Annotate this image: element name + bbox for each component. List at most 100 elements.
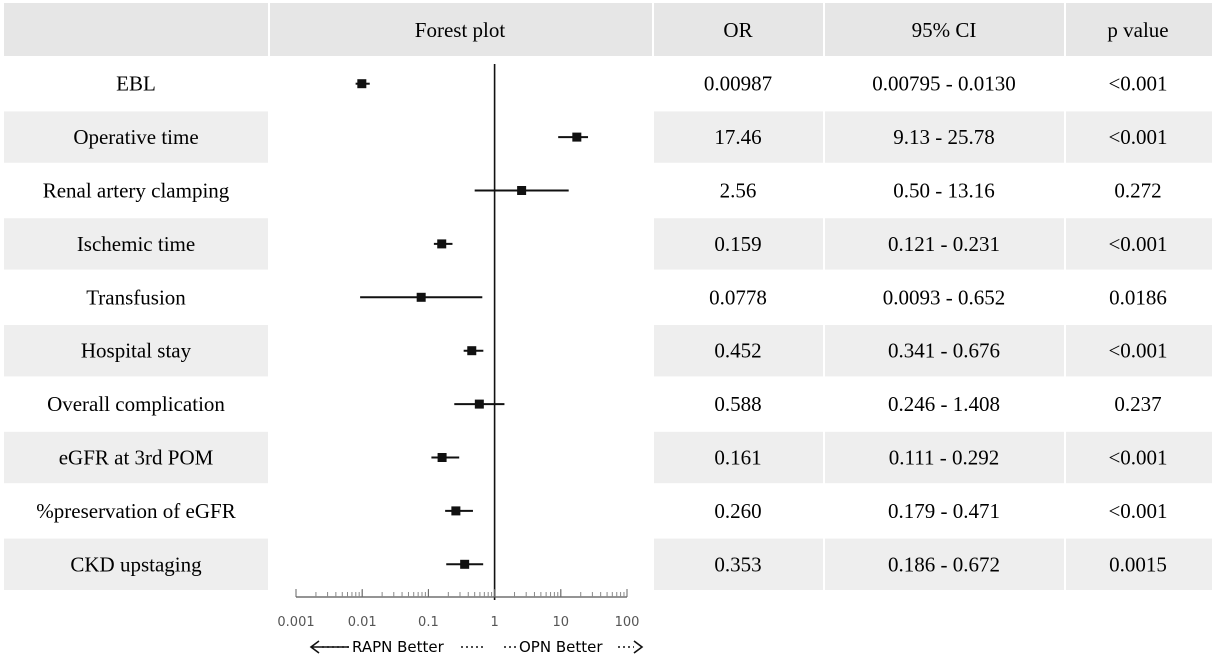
row-stripe — [1066, 538, 1212, 590]
or-value: 17.46 — [714, 125, 761, 149]
table-background — [4, 3, 1212, 590]
rapn-better-label: RAPN Better — [352, 638, 445, 655]
x-tick-label: 100 — [615, 615, 640, 630]
ci-value: 0.0093 - 0.652 — [883, 285, 1006, 309]
row-stripe — [654, 325, 823, 377]
ci-value: 0.50 - 13.16 — [893, 179, 995, 203]
p-value: 0.272 — [1114, 179, 1161, 203]
header-cell — [4, 3, 268, 56]
x-axis: 0.001 0.01 0.1 1 10 100 — [277, 589, 639, 630]
or-point — [416, 292, 426, 302]
row-stripe — [654, 538, 823, 590]
header-or: OR — [723, 18, 752, 42]
header-cell — [1066, 3, 1212, 56]
row-stripe — [825, 218, 1064, 270]
x-tick-label: 10 — [553, 615, 570, 630]
row-stripe — [825, 325, 1064, 377]
row-stripe — [825, 111, 1064, 163]
or-value: 0.0778 — [709, 285, 767, 309]
ci-value: 0.00795 - 0.0130 — [872, 72, 1016, 96]
row-label: Overall complication — [47, 392, 225, 416]
header-95ci: 95% CI — [912, 18, 977, 42]
p-value: 0.0015 — [1109, 552, 1167, 576]
ci-value: 0.111 - 0.292 — [889, 446, 999, 470]
row-stripe — [1066, 325, 1212, 377]
row-stripe — [4, 111, 268, 163]
row-stripe — [654, 431, 823, 484]
or-value: 0.452 — [714, 339, 761, 363]
x-tick-label: 1 — [490, 615, 498, 630]
ci-value: 0.341 - 0.676 — [888, 339, 1000, 363]
or-value: 0.00987 — [704, 72, 772, 96]
row-label: Renal artery clamping — [43, 179, 230, 203]
table-row: Overall complication 0.588 0.246 - 1.408 0.… — [47, 392, 1162, 416]
x-tick-label: 0.001 — [277, 615, 314, 630]
p-value: <0.001 — [1108, 232, 1167, 256]
opn-better-label: OPN Better — [519, 638, 603, 655]
table-rows: EBL 0.00987 0.00795 - 0.0130 <0.001Operativ… — [36, 72, 1167, 577]
p-value: 0.0186 — [1109, 285, 1167, 309]
table-row: %preservation of eGFR 0.260 0.179 - 0.471 <… — [36, 499, 1167, 523]
row-stripe — [654, 218, 823, 270]
or-point — [460, 559, 470, 569]
row-stripe — [1066, 111, 1212, 163]
p-value: <0.001 — [1108, 125, 1167, 149]
x-tick-label: 0.1 — [418, 615, 439, 630]
row-label: %preservation of eGFR — [36, 499, 235, 523]
or-value: 0.588 — [714, 392, 761, 416]
table-row: CKD upstaging 0.353 0.186 - 0.672 0.0015 — [70, 552, 1167, 576]
p-value: <0.001 — [1108, 446, 1167, 470]
or-point — [467, 346, 477, 356]
ci-value: 9.13 - 25.78 — [893, 125, 995, 149]
row-stripe — [4, 218, 268, 270]
table-row: Hospital stay 0.452 0.341 - 0.676 <0.001 — [81, 339, 1168, 363]
row-label: Hospital stay — [81, 339, 192, 363]
table-row: Operative time 17.46 9.13 - 25.78 <0.001 — [73, 125, 1167, 149]
row-stripe — [1066, 218, 1212, 270]
header-cell — [825, 3, 1064, 56]
p-value: <0.001 — [1108, 499, 1167, 523]
table-row: Transfusion 0.0778 0.0093 - 0.652 0.0186 — [86, 285, 1167, 309]
header-forest-plot: Forest plot — [415, 18, 506, 42]
row-label: eGFR at 3rd POM — [59, 446, 214, 470]
or-value: 0.159 — [714, 232, 761, 256]
row-label: EBL — [116, 72, 156, 96]
or-value: 0.161 — [714, 446, 761, 470]
ci-value: 0.179 - 0.471 — [888, 499, 1000, 523]
x-tick-label: 0.01 — [348, 615, 377, 630]
p-value: 0.237 — [1114, 392, 1161, 416]
ci-value: 0.186 - 0.672 — [888, 552, 1000, 576]
row-label: Transfusion — [86, 285, 186, 309]
row-label: CKD upstaging — [70, 552, 202, 576]
or-value: 2.56 — [720, 179, 757, 203]
table-row: Renal artery clamping 2.56 0.50 - 13.16 0.2… — [43, 179, 1162, 203]
header-p-value: p value — [1107, 18, 1168, 42]
row-stripe — [1066, 431, 1212, 484]
table-row: eGFR at 3rd POM 0.161 0.111 - 0.292 <0.001 — [59, 446, 1168, 470]
or-point — [437, 239, 447, 249]
row-stripe — [825, 431, 1064, 484]
or-value: 0.260 — [714, 499, 761, 523]
table-row: EBL 0.00987 0.00795 - 0.0130 <0.001 — [116, 72, 1167, 96]
row-stripe — [825, 538, 1064, 590]
p-value: <0.001 — [1108, 72, 1167, 96]
or-point — [572, 132, 582, 142]
right-arrow-icon — [633, 640, 644, 654]
forest-plot-area — [355, 64, 589, 600]
or-point — [357, 79, 367, 89]
or-point — [451, 506, 461, 516]
ci-value: 0.121 - 0.231 — [888, 232, 1000, 256]
row-stripe — [654, 111, 823, 163]
or-value: 0.353 — [714, 552, 761, 576]
table-row: Ischemic time 0.159 0.121 - 0.231 <0.001 — [77, 232, 1168, 256]
row-label: Operative time — [73, 125, 198, 149]
favor-notes: RAPN Better OPN Better — [309, 638, 644, 655]
row-stripe — [4, 538, 268, 590]
or-point — [474, 399, 484, 409]
p-value: <0.001 — [1108, 339, 1167, 363]
row-label: Ischemic time — [77, 232, 195, 256]
row-stripe — [4, 325, 268, 377]
header-cell — [654, 3, 823, 56]
or-point — [437, 453, 447, 462]
